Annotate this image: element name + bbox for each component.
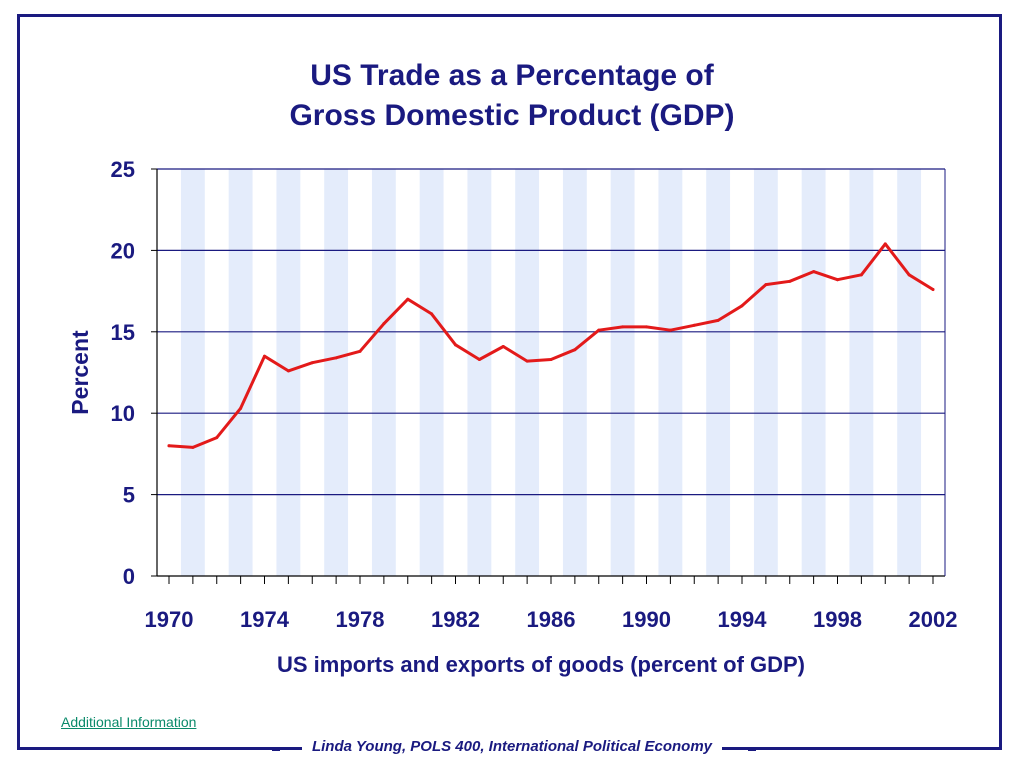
y-tick-label: 0 <box>123 564 135 589</box>
plot-band <box>276 169 301 576</box>
data-point <box>740 304 744 308</box>
data-point <box>310 361 314 365</box>
data-point <box>788 279 792 283</box>
x-tick-label: 1970 <box>145 607 194 632</box>
y-tick-label: 10 <box>111 401 135 426</box>
data-point <box>764 283 768 287</box>
data-point <box>573 348 577 352</box>
x-tick-label: 1978 <box>336 607 385 632</box>
plot-area <box>157 169 945 576</box>
chart-title: US Trade as a Percentage of Gross Domest… <box>0 56 1024 136</box>
data-point <box>692 323 696 327</box>
plot-band <box>562 169 587 576</box>
chart-title-line-2: Gross Domestic Product (GDP) <box>289 99 735 132</box>
data-point <box>597 328 601 332</box>
data-point <box>883 242 887 246</box>
x-tick-label: 1974 <box>240 607 290 632</box>
x-tick-label: 1990 <box>622 607 671 632</box>
data-point <box>358 349 362 353</box>
data-point <box>836 278 839 282</box>
y-tick-label: 5 <box>123 483 135 508</box>
x-tick-label: 1986 <box>527 607 576 632</box>
plot-band <box>467 169 492 576</box>
plot-band <box>180 169 205 576</box>
plot-band <box>228 169 253 576</box>
data-point <box>812 270 816 274</box>
footer: Linda Young, POLS 400, International Pol… <box>0 738 1024 755</box>
plot-band <box>371 169 396 576</box>
y-tick-label: 15 <box>111 320 135 345</box>
footer-credit: Linda Young, POLS 400, International Pol… <box>301 738 723 755</box>
plot-band <box>897 169 922 576</box>
plot-band <box>706 169 731 576</box>
data-point <box>239 406 243 410</box>
data-point <box>477 357 481 361</box>
data-point <box>549 357 553 361</box>
data-point <box>668 328 672 332</box>
data-point <box>334 356 338 360</box>
footer-rule-left <box>272 748 280 751</box>
data-point <box>645 325 648 329</box>
data-point <box>167 444 171 448</box>
plot-band <box>515 169 540 576</box>
data-point <box>907 273 911 277</box>
x-axis-label: US imports and exports of goods (percent… <box>277 652 805 677</box>
data-point <box>286 369 290 373</box>
data-point <box>501 344 505 348</box>
data-point <box>716 318 720 322</box>
additional-information-link[interactable]: Additional Information <box>61 714 197 730</box>
data-point <box>263 354 266 358</box>
plot-band <box>324 169 349 576</box>
footer-rule-right <box>748 748 756 751</box>
x-tick-label: 1994 <box>718 607 768 632</box>
data-point <box>454 343 457 347</box>
y-axis-label: Percent <box>67 330 93 415</box>
data-point <box>621 325 625 329</box>
plot-band <box>419 169 444 576</box>
y-tick-label: 25 <box>111 157 135 182</box>
data-point <box>191 445 195 449</box>
data-point <box>430 312 434 316</box>
data-point <box>382 322 386 326</box>
x-tick-label: 1998 <box>813 607 862 632</box>
y-tick-label: 20 <box>111 238 135 263</box>
plot-band <box>658 169 683 576</box>
data-point <box>406 297 410 301</box>
plot-band <box>849 169 874 576</box>
plot-band <box>610 169 635 576</box>
x-tick-label: 2002 <box>909 607 958 632</box>
data-point <box>215 436 219 440</box>
plot-band <box>801 169 826 576</box>
data-point <box>931 287 935 291</box>
data-point <box>525 359 529 363</box>
chart-title-line-1: US Trade as a Percentage of <box>310 59 714 92</box>
data-point <box>859 273 863 277</box>
x-tick-label: 1982 <box>431 607 480 632</box>
plot-band <box>753 169 778 576</box>
